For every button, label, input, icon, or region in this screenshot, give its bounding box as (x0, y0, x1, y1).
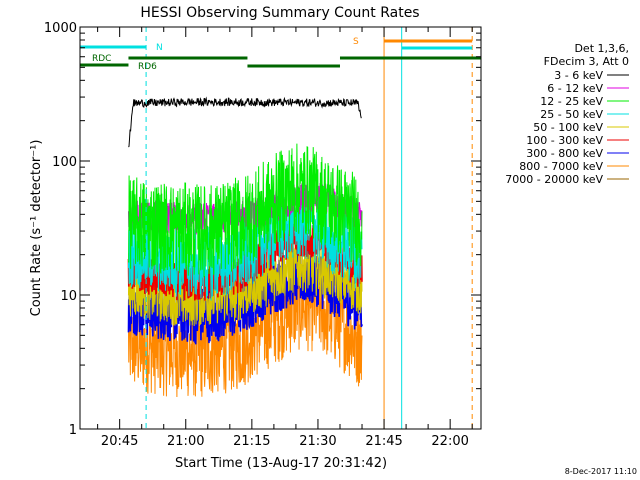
series-line-0 (128, 96, 362, 148)
flag-label-n: N (156, 43, 163, 53)
series-line-2 (127, 143, 363, 278)
legend-label-6: 300 - 800 keV (526, 147, 603, 160)
legend-header-line-1: Det 1,3,6, (574, 42, 629, 55)
legend-label-5: 100 - 300 keV (526, 134, 603, 147)
y-axis-label: Count Rate (s⁻¹ detector⁻¹) (29, 140, 44, 317)
legend-label-8: 7000 - 20000 keV (505, 173, 603, 186)
flag-label-rd6: RD6 (138, 62, 157, 72)
flag-label-s: S (353, 37, 359, 47)
footer-timestamp: 8-Dec-2017 11:10 (565, 467, 637, 476)
flag-bars: RDC RD6 N S (80, 37, 481, 72)
x-tick-label-2: 21:15 (233, 434, 270, 449)
x-tick-label-0: 20:45 (101, 434, 138, 449)
y-tick-label-2: 100 (52, 155, 77, 170)
legend-label-2: 12 - 25 keV (540, 95, 603, 108)
x-tick-label-3: 21:30 (299, 434, 336, 449)
legend-header-line-2: FDecim 3, Att 0 (544, 55, 629, 68)
x-tick-label-4: 21:45 (365, 434, 402, 449)
chart-title: HESSI Observing Summary Count Rates (140, 5, 419, 21)
legend-label-7: 800 - 7000 keV (519, 160, 603, 173)
x-tick-label-1: 21:00 (167, 434, 204, 449)
legend-label-0: 3 - 6 keV (554, 69, 603, 82)
y-tick-label-1: 10 (60, 289, 77, 304)
y-tick-label-0: 1 (69, 423, 77, 438)
flag-label-rdc: RDC (92, 54, 111, 64)
legend-label-3: 25 - 50 keV (540, 108, 603, 121)
legend-label-4: 50 - 100 keV (533, 121, 603, 134)
axes: 20:45 21:00 21:15 21:30 21:45 22:00 1 10 100 1000 (44, 21, 482, 449)
plot-frame (79, 26, 482, 430)
y-tick-label-3: 1000 (44, 21, 77, 36)
x-axis-label: Start Time (13-Aug-17 20:31:42) (175, 456, 387, 471)
x-tick-label-5: 22:00 (431, 434, 468, 449)
legend-label-1: 6 - 12 keV (547, 82, 603, 95)
